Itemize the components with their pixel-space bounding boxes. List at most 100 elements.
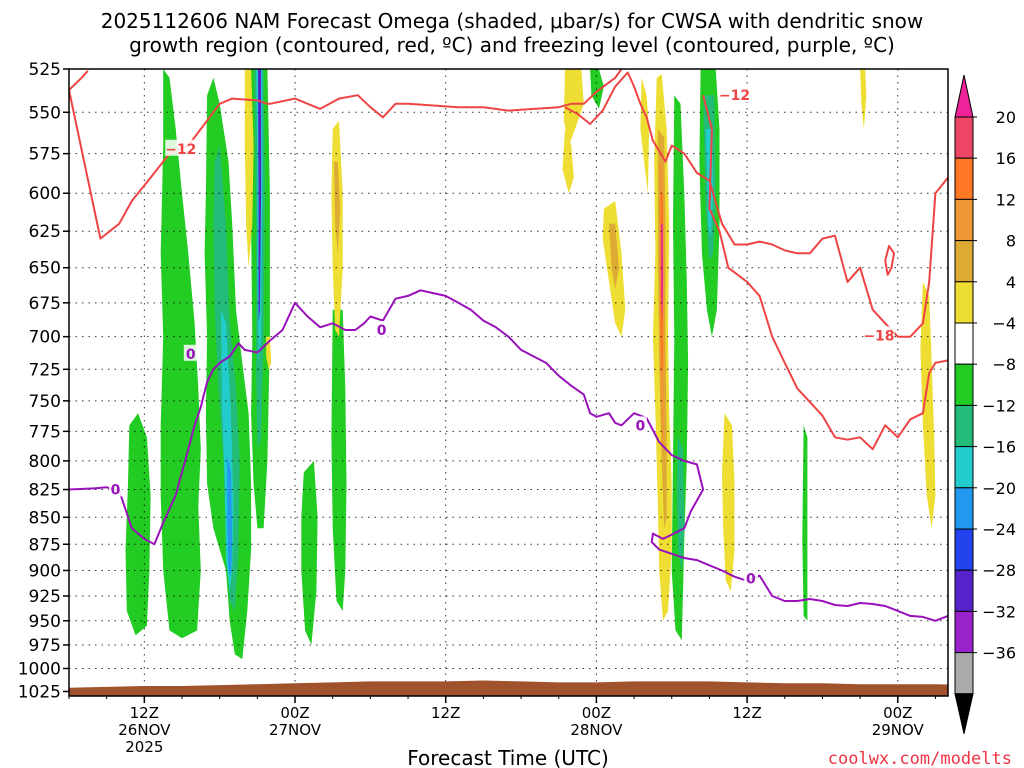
contour-label-bg [633, 416, 647, 433]
colorbar-label: −36 [982, 644, 1016, 663]
omega-region-mod_down [334, 161, 341, 254]
omega-region-peak_down [661, 223, 663, 324]
y-tick-label: 925 [29, 587, 61, 607]
contour-freezing_level [69, 289, 948, 622]
colorbar-swatch [954, 363, 974, 406]
colorbar-swatch [954, 487, 974, 530]
y-tick-label: 700 [29, 328, 61, 348]
omega-region-weak_up [125, 413, 151, 636]
omega-region-weak_up [160, 69, 201, 639]
watermark: coolwx.com/modelts [828, 749, 1012, 768]
omega-region-weak_down [562, 129, 574, 194]
contour-label: −12 [719, 88, 750, 104]
contour-label-bg [863, 326, 895, 343]
colorbar-swatch [954, 528, 974, 571]
y-axis: 525 550 575 600 625 650 675 700 725 750 775 800 825 8… [18, 60, 69, 702]
colorbar-label: −20 [982, 479, 1016, 498]
omega-region-weak_down [722, 413, 735, 591]
colorbar-top-arrow [954, 74, 974, 118]
colorbar-label: 20 [996, 108, 1016, 127]
omega-region-weak_down [563, 69, 584, 146]
colorbar-label: −32 [982, 602, 1016, 621]
colorbar-label: −24 [982, 520, 1016, 539]
y-tick-label: 600 [29, 184, 61, 204]
contour-label: 0 [186, 347, 196, 363]
colorbar-swatch [954, 116, 974, 159]
colorbar-swatch [954, 569, 974, 612]
chart-title: 2025112606 NAM Forecast Omega (shaded, μ… [101, 9, 924, 57]
colorbar-label: −16 [982, 438, 1016, 457]
x-tick-label: 29NOV [872, 721, 925, 739]
y-tick-label: 900 [29, 561, 61, 581]
y-tick-label: 550 [29, 103, 61, 123]
title-line-2: growth region (contoured, red, ºC) and f… [129, 33, 895, 57]
omega-region-weak_up [802, 425, 808, 621]
colorbar-swatch [954, 198, 974, 242]
colorbar-swatch [954, 610, 974, 654]
x-tick-label: 00Z [883, 704, 912, 722]
y-tick-label: 1000 [18, 659, 61, 679]
omega-shading [125, 69, 936, 660]
x-tick-label: 12Z [130, 704, 159, 722]
y-tick-label: 750 [29, 392, 61, 412]
colorbar-swatch [954, 404, 974, 448]
colorbar-label: 12 [996, 190, 1016, 209]
plot-frame [68, 68, 949, 697]
y-tick-label: 975 [29, 636, 61, 656]
x-tick-label: 00Z [280, 704, 309, 722]
x-tick-label: 28NOV [570, 721, 623, 739]
x-tick-label: 00Z [582, 704, 611, 722]
omega-region-weak_down [266, 336, 272, 370]
contour-label: 0 [111, 483, 121, 499]
x-tick-label: 12Z [431, 704, 460, 722]
y-tick-label: 675 [29, 294, 61, 314]
colorbar-swatch [954, 446, 974, 489]
omega-region-weak_down [640, 77, 650, 194]
contour-label: −12 [165, 142, 196, 158]
colorbar-bottom-arrow [954, 693, 974, 734]
contour-dgz_minus12_lower_left [69, 70, 89, 91]
plot-area: −12 −12 −18 0 0 0 0 0 [69, 69, 948, 696]
colorbar-label: 4 [1006, 273, 1016, 292]
contour-label: 0 [635, 418, 645, 434]
y-tick-label: 875 [29, 535, 61, 555]
contour-label: 0 [746, 572, 756, 588]
y-tick-label: 800 [29, 452, 61, 472]
x-axis-label: Forecast Time (UTC) [407, 746, 609, 768]
contour-dgz_minus12_upper [69, 69, 623, 240]
omega-region-mod_down [609, 223, 619, 289]
contour-label-bg [719, 86, 751, 103]
colorbar-swatch [954, 322, 974, 365]
x-tick-label: 2025 [125, 738, 163, 756]
contours: −12 −12 −18 0 0 0 0 0 [69, 69, 948, 622]
contour-dgz_island [884, 245, 895, 276]
contour-label: −18 [863, 328, 894, 344]
y-tick-label: 775 [29, 422, 61, 442]
y-tick-label: 1025 [18, 682, 61, 702]
omega-region-vstrong_up [227, 455, 233, 576]
x-tick-label: 26NOV [118, 721, 171, 739]
terrain-ground [69, 680, 948, 696]
omega-region-mod_up [676, 437, 685, 571]
contour-label-bg [165, 139, 197, 156]
colorbar-swatch [954, 157, 974, 200]
omega-region-weak_up [331, 309, 347, 611]
contour-label-bg [743, 569, 758, 586]
grid [69, 69, 948, 696]
contour-label-bg [374, 320, 389, 337]
terrain [69, 680, 948, 696]
colorbar-label: −4 [992, 314, 1016, 333]
contour-label-bg [183, 344, 198, 361]
colorbar-label: −8 [992, 355, 1016, 374]
colorbar-label: 16 [996, 149, 1016, 168]
omega-region-weak_up [590, 69, 604, 109]
omega-region-purple [258, 69, 262, 324]
omega-region-weak_down [860, 69, 867, 129]
colorbar-swatch [954, 281, 974, 324]
y-tick-label: 725 [29, 360, 61, 380]
y-tick-label: 950 [29, 612, 61, 632]
x-tick-label: 12Z [732, 704, 761, 722]
colorbar: 20 16 12 8 4 −4 −8 −12 −16 −20 −24 −28 −32 −36 [954, 74, 1016, 734]
omega-region-weak_down [244, 69, 254, 268]
